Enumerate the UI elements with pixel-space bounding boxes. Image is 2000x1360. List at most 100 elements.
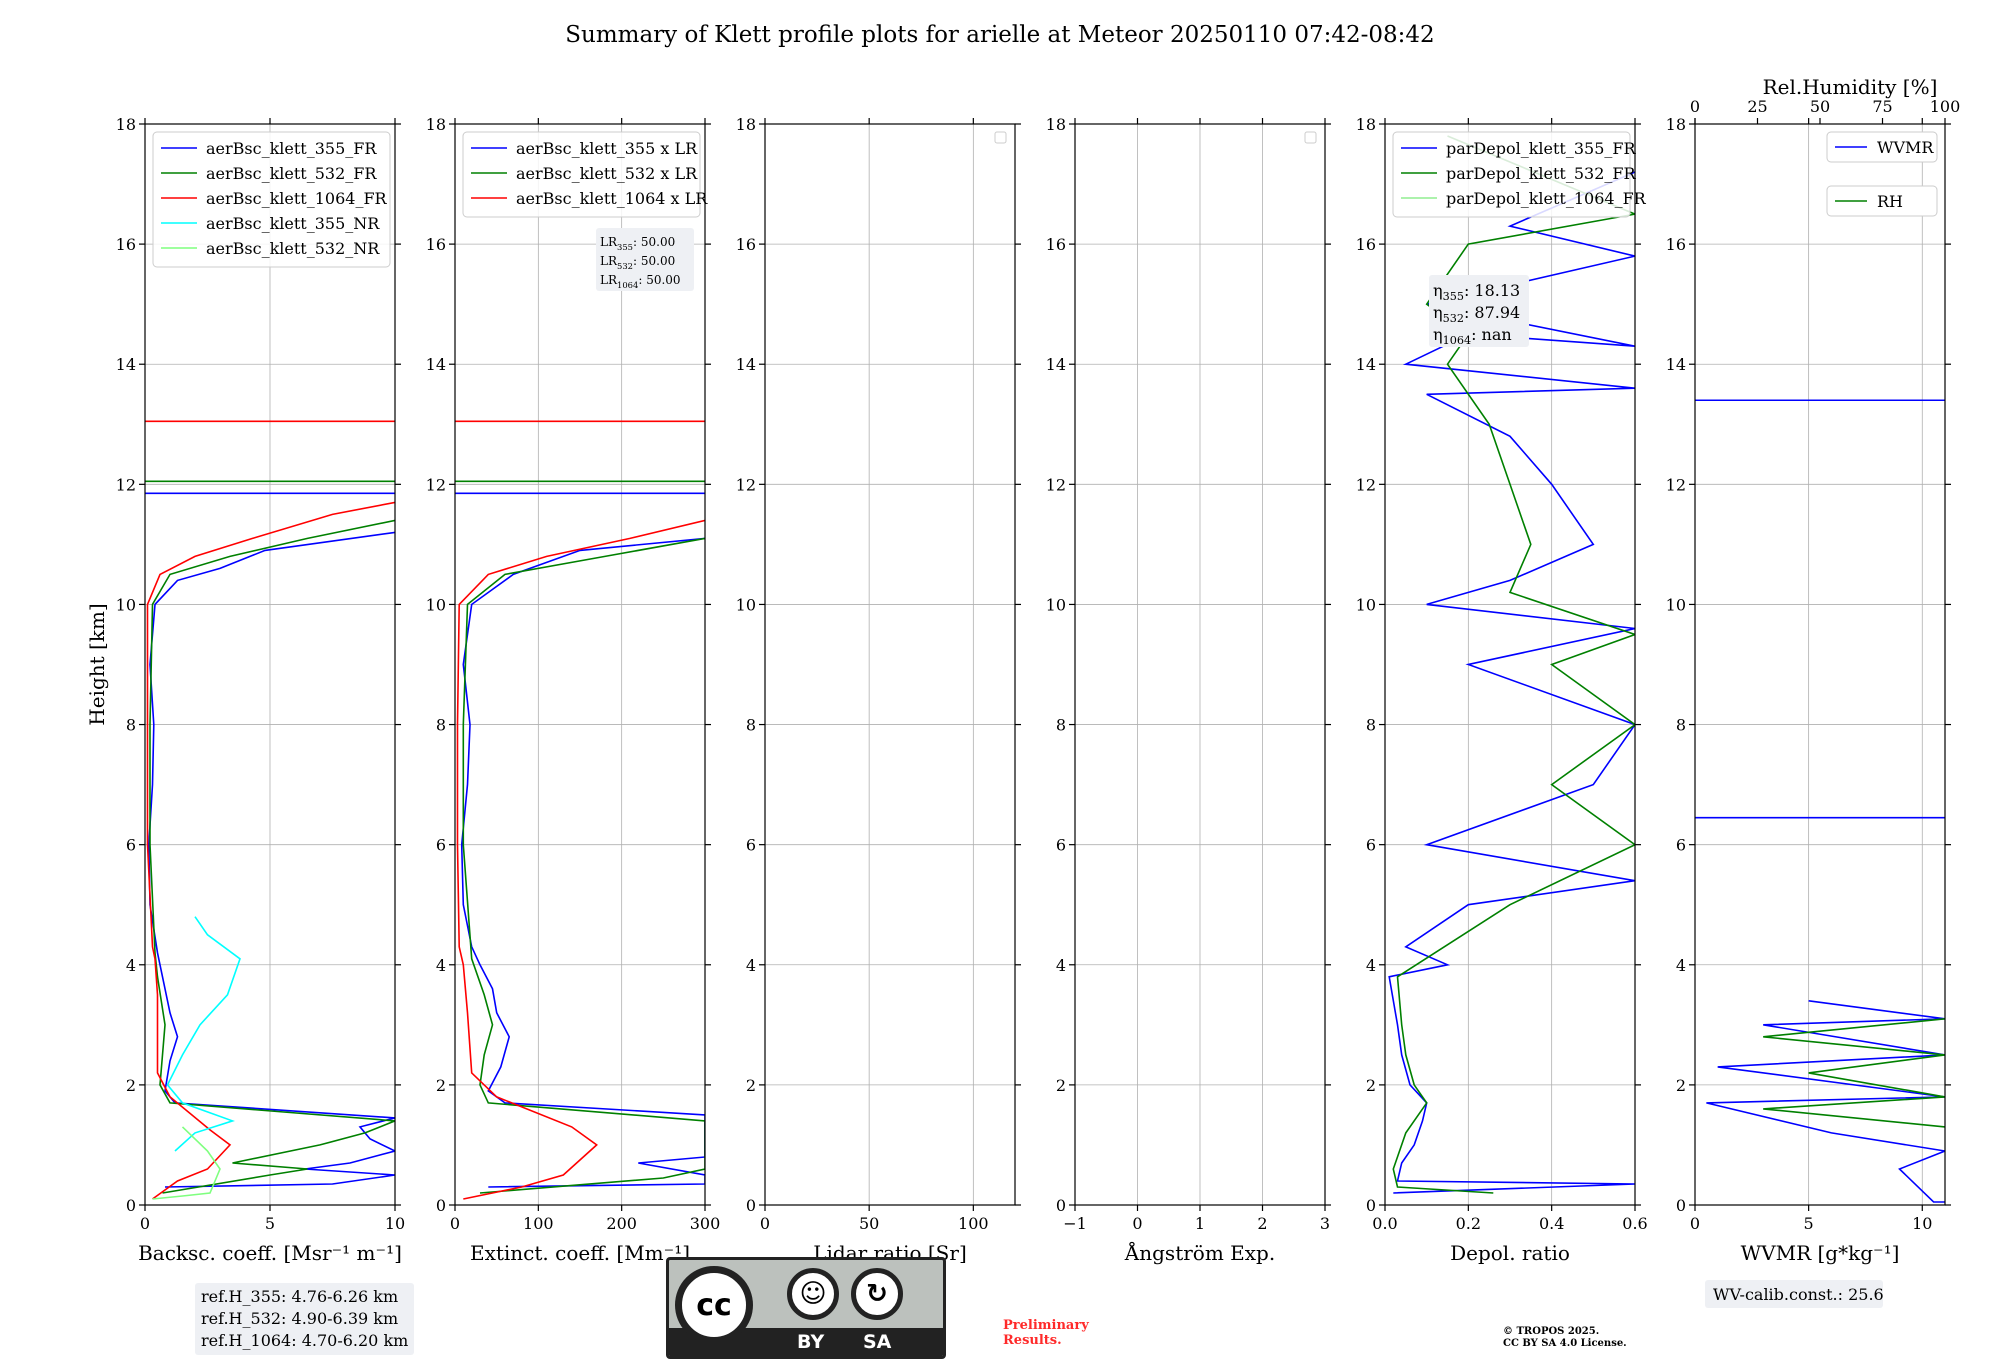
axes-frame [1384,123,1636,1206]
annotation-box [1429,275,1529,347]
share-alike-icon: ↻ [851,1268,903,1320]
y-tick-label: 14 [1666,355,1686,374]
y-tick-label: 10 [1356,595,1376,614]
annotation-subscript: 532 [1443,312,1464,325]
ref-line-1064: ref.H_1064: 4.70-6.20 km [201,1331,409,1350]
annotation-symbol: LR [600,235,618,249]
copyright-line-2: CC BY SA 4.0 License. [1503,1338,1627,1349]
x2-tick-label: 100 [1930,97,1961,116]
y-tick-label: 6 [1676,836,1686,855]
legend-box [1392,131,1631,218]
panel-1: 0 2 4 6 8 10 12 14 16 18 0 5 10 Backsc. coeff. [Msr⁻¹… [116,115,406,1265]
annotation-symbol: η [1433,281,1443,300]
cc-license-badge: cc ☺ ↻ BY SA [666,1257,946,1359]
y-tick-label: 6 [436,836,446,855]
annotation-symbol: LR [600,254,618,268]
series-group [1695,399,1945,1203]
series-line-aerBsc_klett_1064 x LR [456,519,705,1200]
y-tick-label: 6 [1056,836,1066,855]
y-tick-label: 0 [436,1196,446,1215]
annotation-line: LR1064: 50.00 [600,273,681,290]
x-tick-label: 0.0 [1372,1214,1397,1233]
by-label: BY [797,1331,825,1353]
legend: aerBsc_klett_355_FR aerBsc_klett_532_FRae… [152,131,391,268]
y-tick-label: 12 [426,475,446,494]
y-tick-label: 4 [436,956,446,975]
ref-line-532: ref.H_532: 4.90-6.39 km [201,1309,399,1328]
legend-box [462,131,701,218]
annotation-line: LR355: 50.00 [600,235,675,252]
legend-label: WVMR [1877,138,1934,157]
reference-height-box: ref.H_355: 4.76-6.26 km ref.H_532: 4.90-… [195,1283,415,1355]
x-axis-label: Extinct. coeff. [Mm⁻¹] [470,1241,690,1265]
legend-box [152,131,391,268]
legend-label: parDepol_klett_1064_FR [1446,189,1647,208]
legend-label: aerBsc_klett_355_FR [206,139,377,158]
annotation-value: : 18.13 [1464,281,1520,300]
y-tick-label: 8 [1056,716,1066,735]
annotation-value: : 50.00 [633,235,675,249]
preliminary-line-1: Preliminary [1003,1318,1089,1333]
y-tick-label: 16 [426,235,446,254]
x-tick-label: 0 [450,1214,460,1233]
y-tick-label: 8 [1676,716,1686,735]
y-tick-label: 10 [736,595,756,614]
annotation-line: η1064: nan [1433,325,1512,347]
empty-legend-box [994,131,1007,144]
x-tick-label: 2 [1257,1214,1267,1233]
y-tick-label: 12 [1666,475,1686,494]
x-tick-label: 0 [760,1214,770,1233]
y-tick-label: 8 [436,716,446,735]
y-tick-label: 12 [736,475,756,494]
series-line-parDepol_klett_355_FR [1388,171,1635,1194]
x-tick-label: 200 [606,1214,637,1233]
y-tick-label: 6 [1366,836,1376,855]
x-tick-label: 3 [1320,1214,1330,1233]
legend-label: aerBsc_klett_532_NR [206,239,380,258]
y-tick-label: 16 [1046,235,1066,254]
legend-label: aerBsc_klett_1064 x LR [516,189,708,208]
annotation-subscript: 1064 [1443,334,1471,347]
y-tick-label: 18 [116,115,136,134]
series-line-aerBsc_klett_1064_FR [146,501,395,1200]
x2-tick-label: 0 [1690,97,1700,116]
y-tick-label: 0 [746,1196,756,1215]
y-tick-label: 4 [1676,956,1686,975]
y-tick-label: 16 [116,235,136,254]
y-tick-label: 18 [1356,115,1376,134]
series-line-aerBsc_klett_355_FR [147,531,395,1188]
x-tick-label: 50 [859,1214,879,1233]
y-tick-label: 14 [426,355,446,374]
legend-label: aerBsc_klett_532 x LR [516,164,698,183]
annotation-box [596,228,694,291]
y-tick-label: 0 [1676,1196,1686,1215]
y-tick-label: 16 [1356,235,1376,254]
legend-box [1826,131,1938,163]
x-tick-label: 1 [1195,1214,1205,1233]
series-group [145,420,395,1200]
legend-label: RH [1877,192,1903,211]
ref-line-355: ref.H_355: 4.76-6.26 km [201,1287,399,1306]
y-tick-label: 18 [1046,115,1066,134]
preliminary-line-2: Results. [1003,1333,1062,1348]
legend-label: aerBsc_klett_355 x LR [516,139,698,158]
x-tick-label: 5 [265,1214,275,1233]
y-tick-label: 10 [426,595,446,614]
x2-tick-label: 75 [1872,97,1892,116]
series-line-RH [1763,1018,1945,1128]
x-tick-label: 5 [1804,1214,1814,1233]
cc-logo-icon: cc [675,1266,753,1344]
y-tick-label: 14 [116,355,136,374]
x-tick-label: 10 [385,1214,405,1233]
annotation-value: : nan [1471,325,1512,344]
calib-text: WV-calib.const.: 25.6 [1713,1285,1884,1304]
annotation-line: η532: 87.94 [1433,303,1520,325]
copyright-note: © TROPOS 2025. CC BY SA 4.0 License. [1503,1326,1627,1350]
y-tick-label: 6 [126,836,136,855]
y-tick-label: 16 [1666,235,1686,254]
